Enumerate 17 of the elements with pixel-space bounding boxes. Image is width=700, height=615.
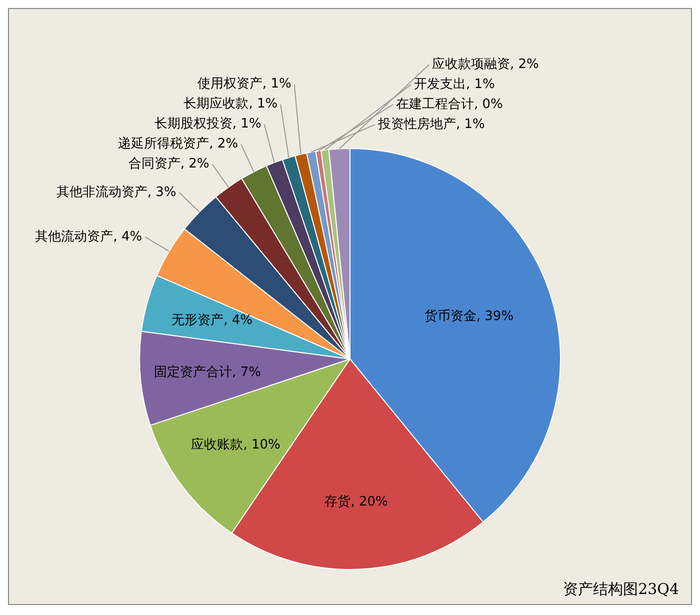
slice-label: 递延所得税资产, 2% (118, 136, 238, 152)
slice-label: 无形资产, 4% (172, 313, 252, 328)
slice-label: 在建工程合计, 0% (396, 96, 503, 112)
slice-label: 投资性房地产, 1% (377, 116, 485, 132)
slice-label: 其他非流动资产, 3% (56, 184, 176, 200)
slice-label: 长期应收款, 1% (184, 96, 278, 112)
slice-label: 货币资金, 39% (424, 308, 514, 324)
slice-label: 应收款项融资, 2% (432, 56, 539, 72)
slice-label: 合同资产, 2% (128, 156, 210, 172)
slice-label: 固定资产合计, 7% (154, 364, 261, 380)
slice-label: 长期股权投资, 1% (154, 116, 262, 132)
slice-label: 其他流动资产, 4% (35, 228, 142, 244)
slice-label: 应收账款, 10% (191, 436, 280, 453)
text: 资产结构图23Q4 (563, 580, 679, 598)
slice-label: 存货, 20% (324, 494, 388, 510)
slice-label: 使用权资产, 1% (197, 76, 292, 92)
slice-label: 开发支出, 1% (414, 76, 495, 92)
